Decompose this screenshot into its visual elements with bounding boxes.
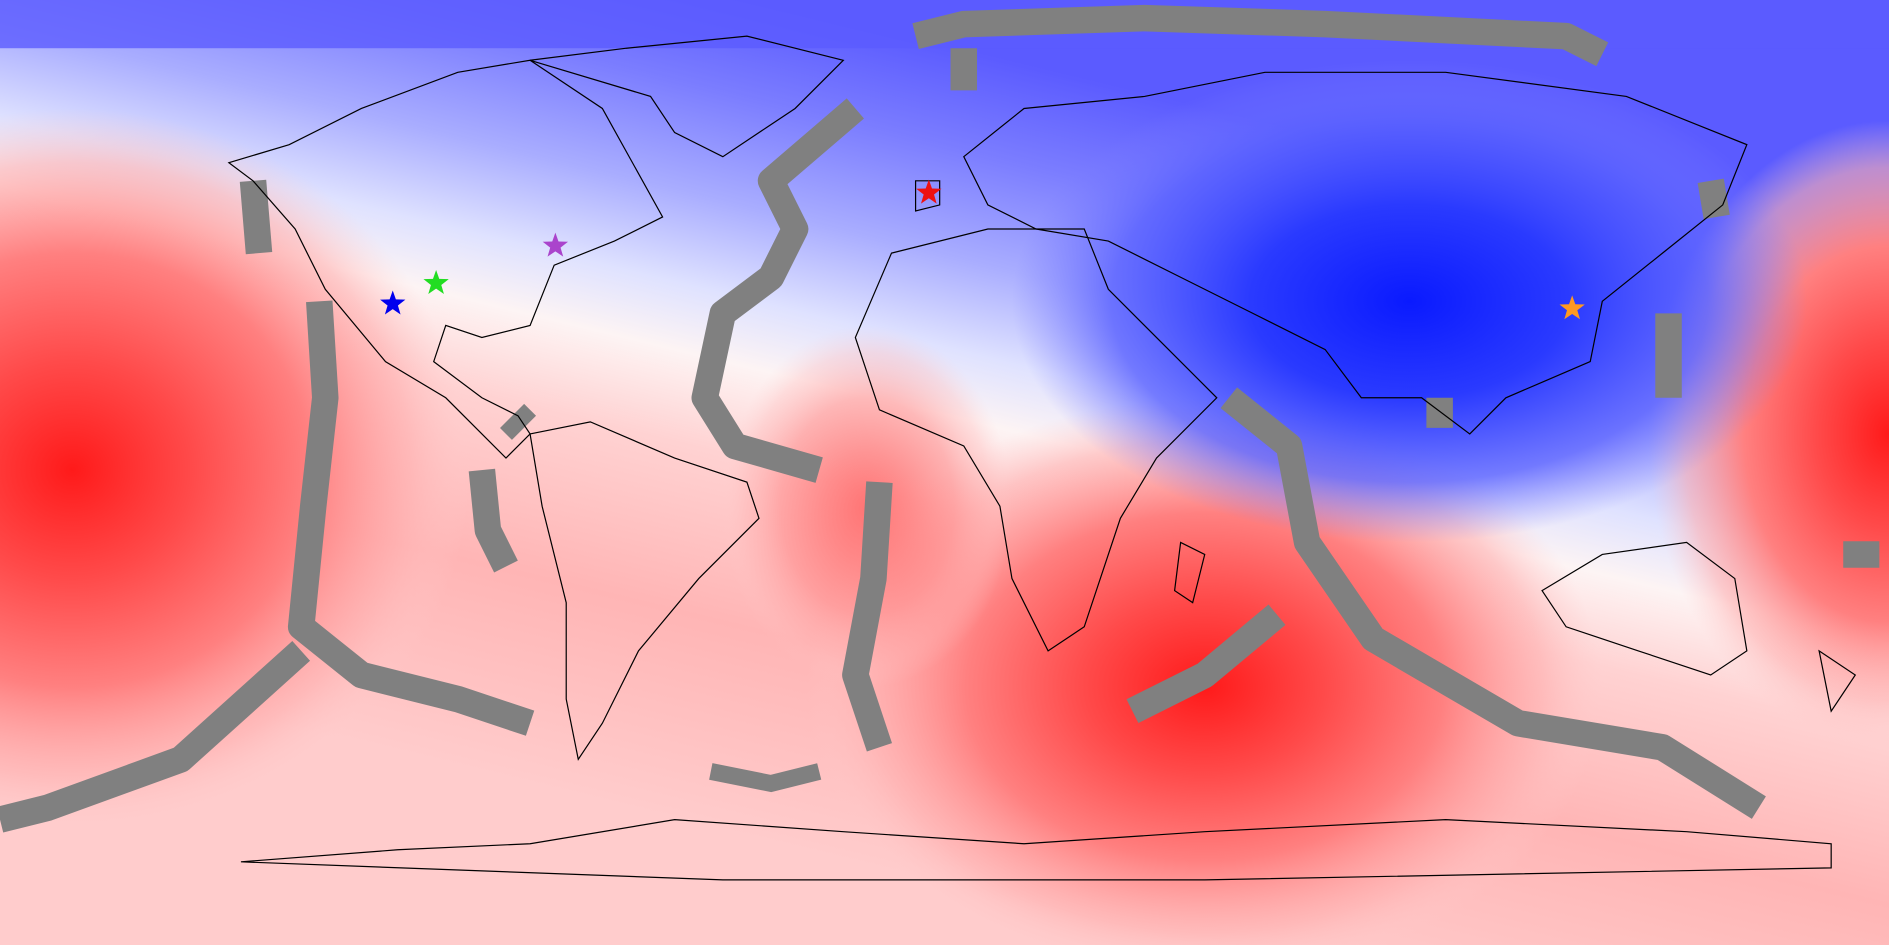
station-marker xyxy=(423,270,449,294)
masked-region xyxy=(500,403,537,440)
station-marker xyxy=(542,232,569,257)
station-marker xyxy=(1559,295,1585,320)
markers xyxy=(380,179,1585,320)
coastlines xyxy=(227,35,1857,881)
station-marker xyxy=(380,290,406,315)
cold-anomaly xyxy=(1011,60,1808,543)
masked-region xyxy=(709,763,822,793)
station-marker xyxy=(916,179,942,204)
